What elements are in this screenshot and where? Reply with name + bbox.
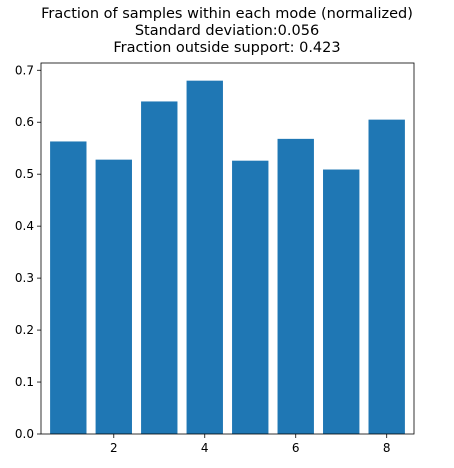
y-tick-label: 0.4 [15, 219, 34, 233]
bar-1 [50, 141, 87, 434]
x-tick-label: 4 [201, 441, 209, 455]
x-tick-label: 2 [110, 441, 118, 455]
title-line-2: Standard deviation:0.056 [134, 23, 320, 39]
y-tick-label: 0.3 [15, 271, 34, 285]
y-tick-label: 0.0 [15, 427, 34, 441]
title-line-3: Fraction outside support: 0.423 [113, 40, 341, 56]
title-line-1: Fraction of samples within each mode (no… [41, 6, 413, 22]
y-tick-label: 0.1 [15, 375, 34, 389]
bar-3 [141, 101, 178, 434]
bars-group [50, 80, 405, 435]
bar-6 [277, 138, 314, 435]
plot-frame [40, 62, 415, 435]
y-tick-label: 0.2 [15, 323, 34, 337]
y-tick-label: 0.5 [15, 167, 34, 181]
bar-8 [368, 119, 405, 434]
chart-title: Fraction of samples within each mode (no… [0, 6, 454, 57]
bar-7 [323, 169, 360, 435]
x-tick-label: 8 [383, 441, 391, 455]
bar-2 [95, 159, 132, 434]
y-tick-label: 0.6 [15, 115, 34, 129]
bar-4 [186, 80, 223, 435]
x-axis-ticks: 2 4 6 8 [110, 434, 391, 455]
y-tick-label: 0.7 [15, 63, 34, 77]
bar-5 [232, 160, 269, 434]
y-axis-ticks: 0.0 0.1 0.2 0.3 0.4 0.5 0.6 0.7 [15, 63, 41, 441]
x-tick-label: 6 [292, 441, 300, 455]
